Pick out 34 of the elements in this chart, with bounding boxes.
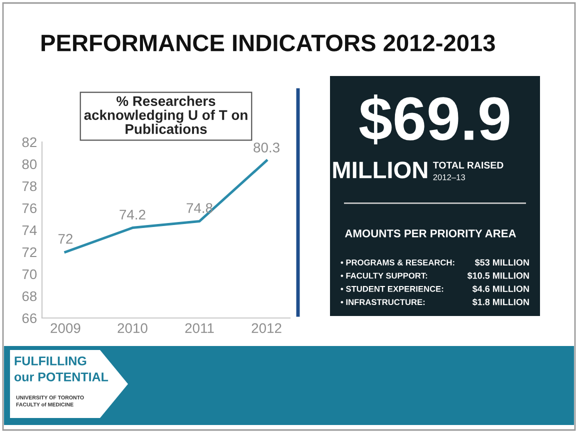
chart-title: % Researchers acknowledging U of T on Publications [84,96,248,134]
y-tick-label: 76 [22,203,37,214]
y-tick-label: 66 [22,313,37,324]
text: $53 MILLION [474,258,529,266]
text: 2012–13 [433,174,465,180]
text: MILLION [333,162,428,178]
y-tick-label: 78 [22,181,37,192]
text: • PROGRAMS & RESEARCH: [340,260,454,266]
text: • FACULTY SUPPORT: [340,272,428,279]
text: FULFILLING [14,356,86,366]
text: our POTENTIAL [14,372,108,382]
data-label: 74.2 [120,210,146,220]
data-label: 72 [58,234,72,244]
x-tick-label: 2010 [118,323,148,334]
text: $1.8 MILLION [472,298,529,306]
text: TOTAL RAISED [433,162,504,169]
x-tick-label: 2011 [185,323,214,334]
text: $10.5 MILLION [467,272,529,280]
text: • INFRASTRUCTURE: [340,299,425,306]
y-tick-label: 72 [22,247,36,258]
text: $69.9 [359,94,510,144]
y-tick-label: 70 [22,269,37,280]
text: AMOUNTS PER PRIORITY AREA [344,230,516,238]
x-tick-label: 2009 [50,323,80,334]
y-tick-label: 68 [22,291,37,302]
x-tick-label: 2012 [252,323,282,334]
y-tick-label: 74 [22,225,37,236]
y-tick-label: 80 [22,159,37,170]
text: $4.6 MILLION [472,285,529,293]
y-tick-label: 82 [22,137,36,148]
data-label: 80.3 [254,142,280,152]
text: PERFORMANCE INDICATORS 2012-2013 [42,34,495,52]
text: • STUDENT EXPERIENCE: [340,286,444,292]
data-label: 74.8 [186,203,212,213]
